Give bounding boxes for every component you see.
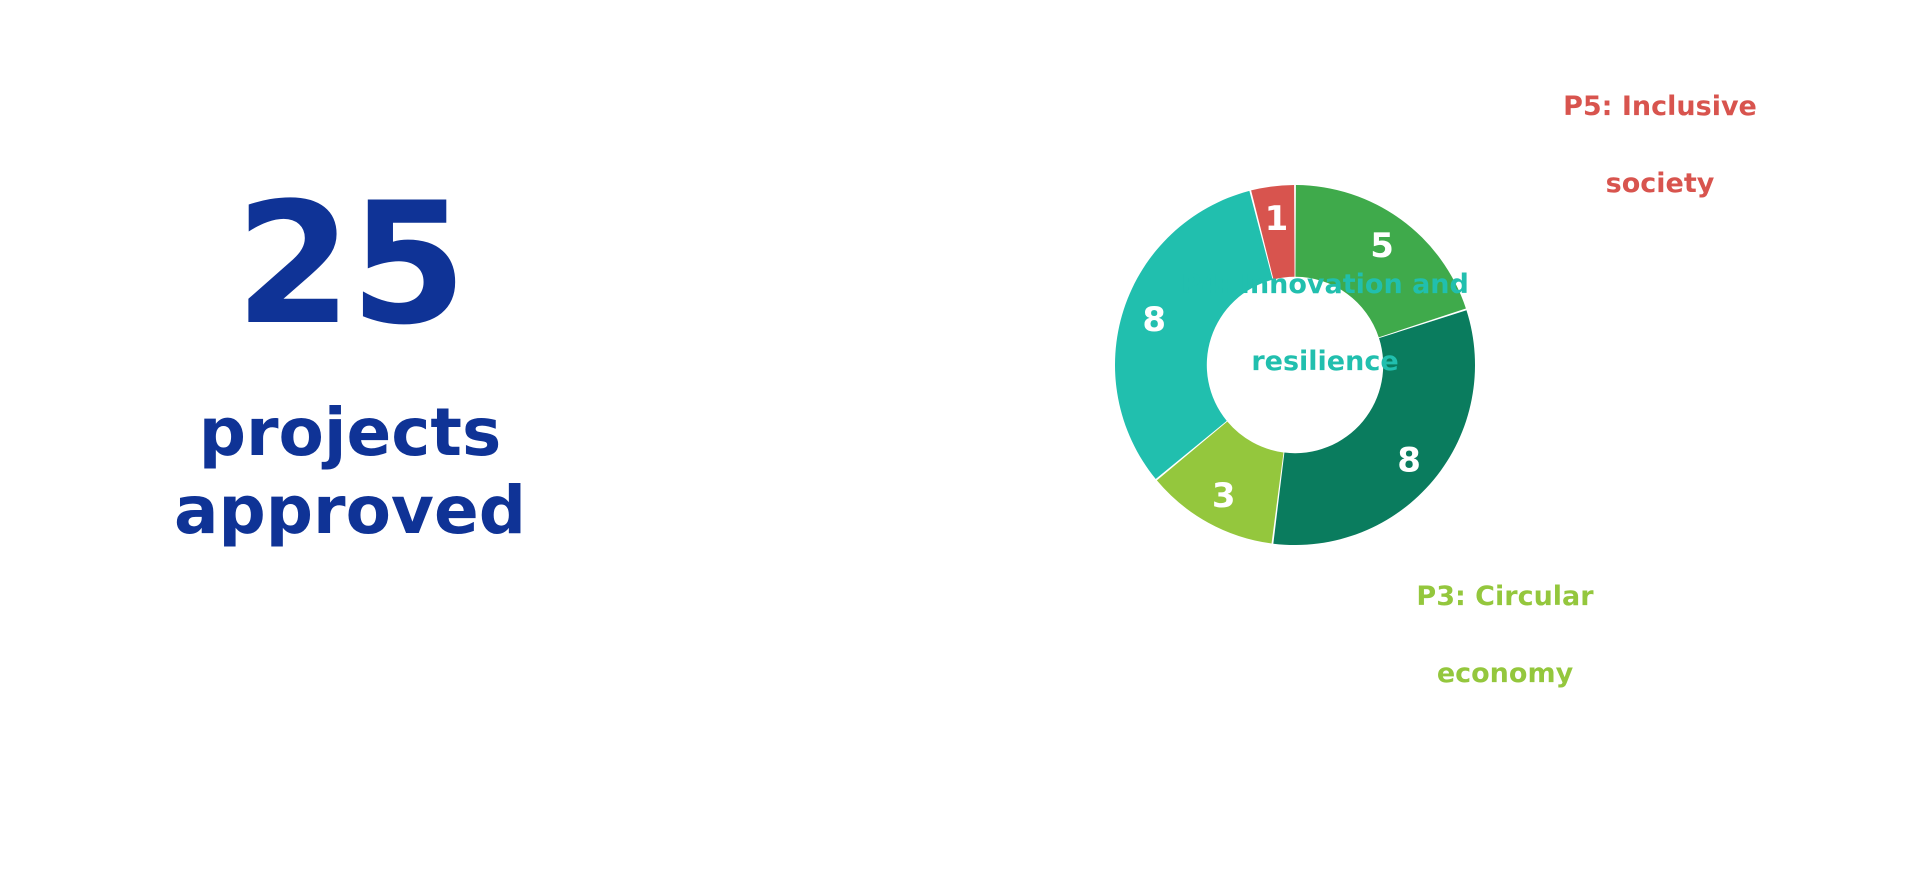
donut-slices <box>1115 185 1475 545</box>
stat-number: 25 <box>235 166 467 362</box>
stat-block: 25 projects approved <box>120 180 580 550</box>
slice-value-p4: 8 <box>1142 300 1166 340</box>
donut-slice-values: 5 8 3 8 1 <box>1142 199 1421 516</box>
slice-value-p1: 5 <box>1370 226 1394 266</box>
stat-caption: projects approved <box>120 394 580 550</box>
slice-label-p3-line2: economy <box>1436 657 1574 689</box>
slice-value-p2: 8 <box>1397 440 1421 480</box>
slice-label-p3-line1: P3: Circular <box>1416 581 1594 613</box>
slice-label-p4: P4: Innovation and resilience <box>1135 228 1515 381</box>
stat-caption-line-1: projects <box>198 394 502 471</box>
donut-slice-p2[interactable] <box>1273 310 1475 545</box>
slice-value-p5: 1 <box>1265 199 1289 239</box>
stat-caption-line-2: approved <box>174 471 526 549</box>
slice-value-p3: 3 <box>1212 476 1236 516</box>
slice-label-p4-line1: P4: Innovation and <box>1181 269 1469 301</box>
slice-label-p3: P3: Circular economy <box>1375 540 1635 693</box>
donut-slice-p1[interactable] <box>1295 185 1466 338</box>
slice-label-p5: P5: Inclusive society <box>1530 50 1790 203</box>
donut-chart-svg: 5 8 3 8 1 <box>1115 185 1475 545</box>
donut-slice-p5[interactable] <box>1251 185 1295 280</box>
slice-label-p5-line2: society <box>1605 167 1715 199</box>
donut-slice-p4[interactable] <box>1115 190 1273 480</box>
donut-slice-p3[interactable] <box>1156 421 1284 544</box>
slice-label-p4-line2: resilience <box>1251 345 1399 377</box>
slice-label-p5-line1: P5: Inclusive <box>1563 91 1757 123</box>
